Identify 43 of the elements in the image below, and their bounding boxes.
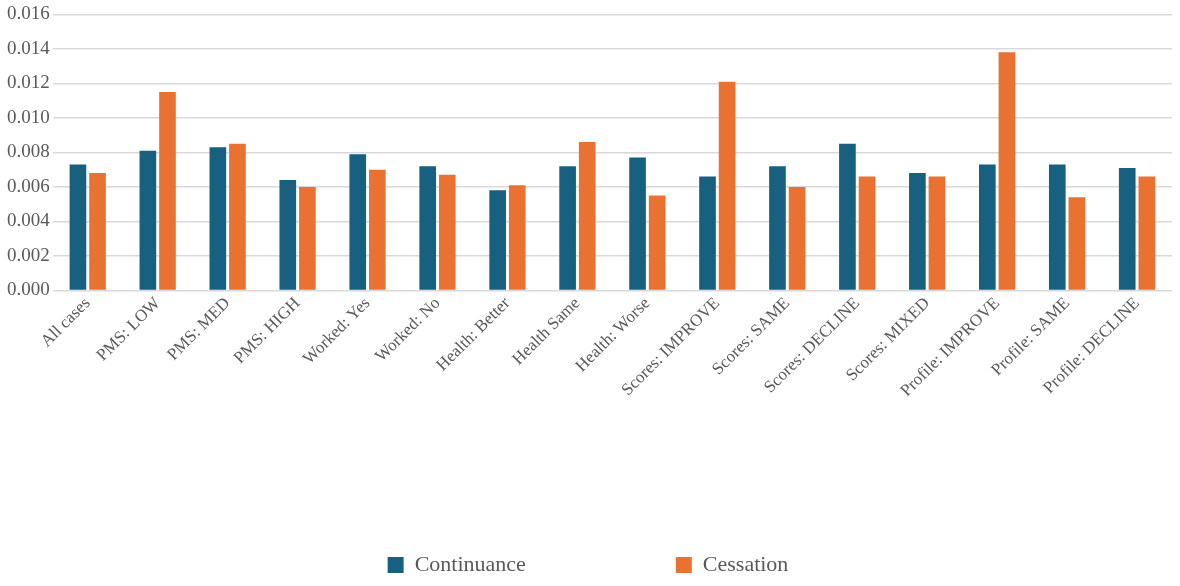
legend-label: Cessation <box>702 550 789 576</box>
bar <box>299 186 316 290</box>
bar <box>839 143 856 290</box>
bar <box>629 157 646 290</box>
bar <box>209 147 227 290</box>
bar <box>1048 164 1066 290</box>
bar <box>718 81 736 290</box>
bar <box>279 180 297 290</box>
bar <box>89 173 106 290</box>
bar <box>578 142 596 290</box>
bar <box>1118 167 1136 290</box>
bar <box>1138 176 1156 290</box>
bar <box>559 166 576 290</box>
bar <box>998 52 1016 290</box>
y-tick-label: 0.000 <box>7 278 50 300</box>
bar <box>858 176 876 290</box>
y-tick-label: 0.002 <box>7 243 50 265</box>
bar <box>139 150 157 290</box>
bar <box>979 164 996 290</box>
bar <box>699 176 716 290</box>
bar <box>369 169 386 290</box>
bar <box>648 195 666 290</box>
bar <box>909 173 926 290</box>
y-tick-label: 0.004 <box>7 209 51 231</box>
bar <box>419 166 437 290</box>
bar <box>1068 197 1086 290</box>
bar <box>788 186 806 290</box>
y-tick-label: 0.008 <box>7 140 50 162</box>
y-tick-label: 0.010 <box>7 105 50 127</box>
y-tick-label: 0.006 <box>7 174 50 196</box>
bar <box>489 190 506 290</box>
bar <box>928 176 946 290</box>
y-tick-label: 0.014 <box>7 36 51 58</box>
bar <box>438 174 456 290</box>
bar <box>769 166 786 290</box>
bar <box>69 164 87 290</box>
bar <box>508 185 526 290</box>
y-tick-label: 0.012 <box>7 71 50 93</box>
y-tick-label: 0.016 <box>7 2 50 24</box>
bar <box>159 92 176 290</box>
legend-label: Continuance <box>414 550 526 576</box>
bar <box>229 143 246 290</box>
bar <box>349 154 367 290</box>
